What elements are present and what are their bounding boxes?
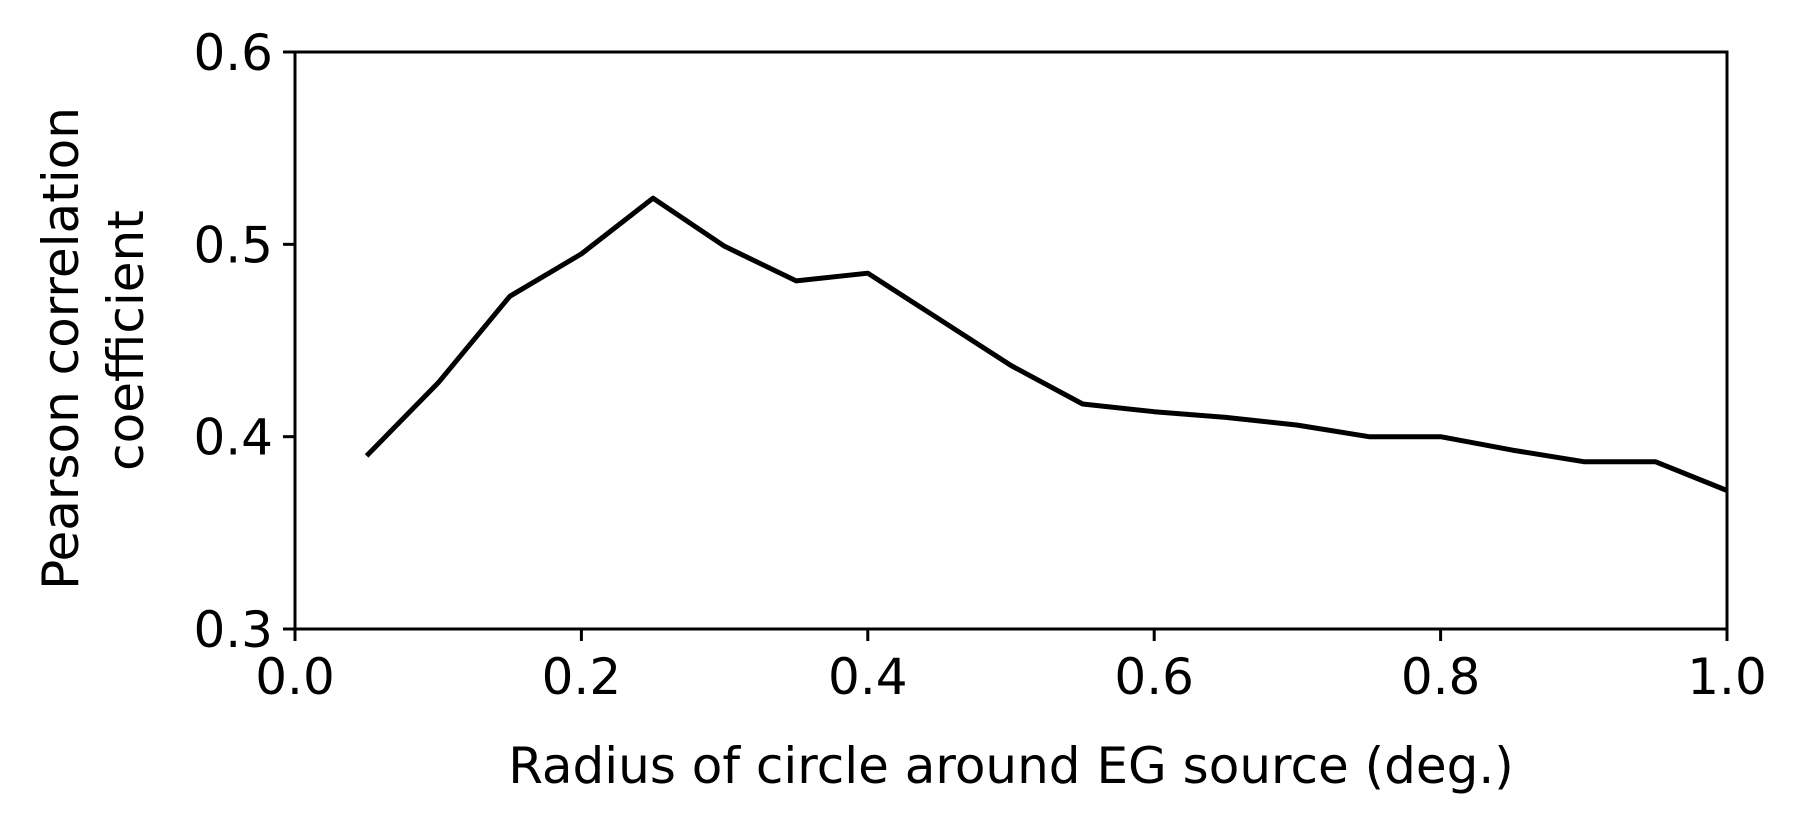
- y-tick-label: 0.5: [193, 216, 273, 274]
- plot-frame: [293, 50, 1729, 631]
- y-axis-label: Pearson correlation coefficient: [32, 91, 155, 590]
- x-tick-label: 0.4: [828, 648, 908, 706]
- x-tick-label: 0.6: [1114, 648, 1194, 706]
- y-tick-label: 0.6: [193, 24, 273, 82]
- x-axis-label: Radius of circle around EG source (deg.): [508, 737, 1514, 795]
- tick-labels: 0.0 0.2 0.4 0.6 0.8 1.0 0.3 0.4 0.5 0.6: [193, 24, 1766, 706]
- x-tick-label: 0.0: [255, 648, 335, 706]
- series-line: [364, 195, 1728, 493]
- y-tick-label: 0.4: [193, 409, 273, 467]
- y-axis-label-line-2: coefficient: [97, 210, 155, 471]
- x-tick-label: 1.0: [1687, 648, 1767, 706]
- y-tick-label: 0.3: [193, 601, 273, 659]
- x-tick-label: 0.2: [542, 648, 622, 706]
- axis-ticks: [283, 50, 1729, 641]
- y-axis-label-line-1: Pearson correlation: [32, 107, 90, 590]
- series-layer: [364, 195, 1728, 493]
- x-tick-label: 0.8: [1401, 648, 1481, 706]
